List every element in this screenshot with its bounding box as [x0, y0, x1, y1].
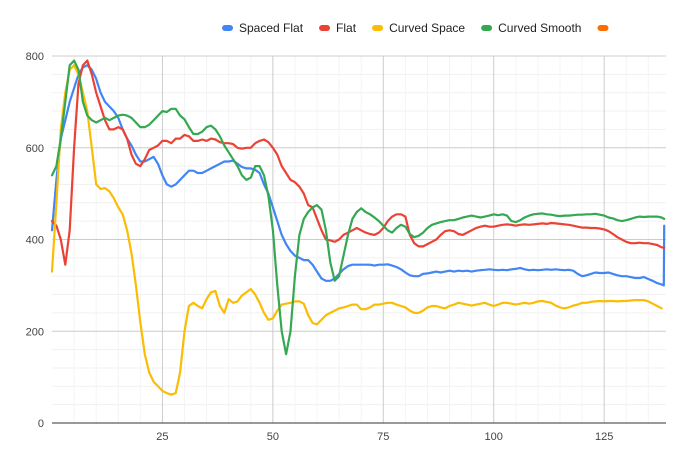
- y-tick-label: 600: [26, 143, 44, 155]
- y-tick-label: 200: [26, 326, 44, 338]
- legend-swatch: [597, 25, 609, 31]
- legend-swatch: [481, 25, 493, 31]
- y-tick-label: 800: [26, 51, 44, 63]
- series-lines: [50, 59, 666, 396]
- legend-label: Spaced Flat: [239, 21, 304, 35]
- legend-label: Flat: [336, 21, 357, 35]
- legend-swatch: [372, 25, 384, 31]
- series-line-flat: [50, 59, 666, 266]
- legend-item-curved-smooth[interactable]: Curved Smooth: [481, 21, 581, 35]
- gridlines: [52, 55, 666, 423]
- y-tick-label: 400: [26, 235, 44, 247]
- axes: 0 200 400 600 800 25 50 75 100 125: [26, 51, 666, 443]
- series-line-curved-space: [50, 64, 663, 396]
- legend-item-spaced-flat[interactable]: Spaced Flat: [222, 21, 304, 35]
- legend-swatch: [319, 25, 331, 31]
- x-tick-label: 25: [156, 431, 168, 443]
- legend-item-curved-space[interactable]: Curved Space: [372, 21, 465, 35]
- series-line-curved-smooth: [50, 59, 666, 356]
- x-tick-label: 75: [377, 431, 389, 443]
- x-tick-label: 50: [267, 431, 279, 443]
- x-tick-label: 100: [485, 431, 503, 443]
- series-line-spaced-flat: [50, 64, 666, 287]
- x-tick-label: 125: [595, 431, 613, 443]
- legend[interactable]: Spaced Flat Flat Curved Space Curved Smooth: [222, 21, 609, 35]
- y-tick-label: 0: [38, 418, 44, 430]
- legend-label: Curved Smooth: [498, 21, 581, 35]
- legend-item-extra[interactable]: [597, 25, 609, 31]
- legend-swatch: [222, 25, 233, 31]
- legend-item-flat[interactable]: Flat: [319, 21, 357, 35]
- legend-label: Curved Space: [389, 21, 465, 35]
